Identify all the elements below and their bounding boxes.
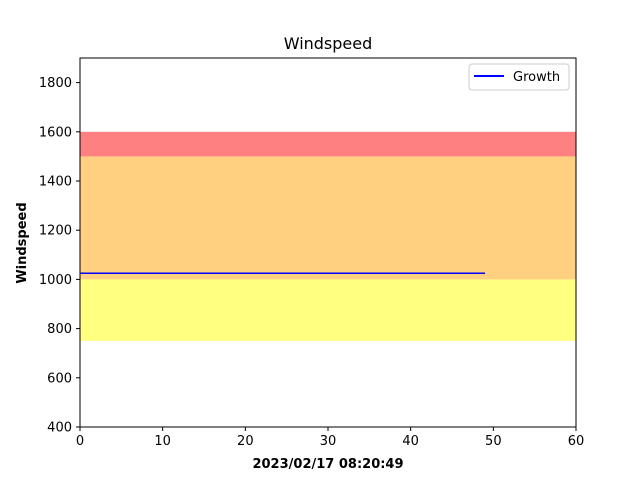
band-1 [80, 156, 576, 280]
y-tick-label: 800 [47, 322, 72, 337]
y-tick-label: 1000 [39, 273, 72, 288]
y-axis-label: Windspeed [15, 202, 30, 283]
legend-label-growth: Growth [513, 70, 560, 85]
x-tick-label: 30 [320, 434, 337, 449]
x-tick-label: 20 [237, 434, 254, 449]
legend: Growth [468, 63, 570, 91]
chart-title: Windspeed [284, 34, 373, 53]
x-tick-label: 10 [154, 434, 171, 449]
x-axis-ticks: 0 10 20 30 40 50 60 [76, 427, 584, 449]
y-axis-ticks: 400 600 800 1000 1200 1400 1600 1800 [39, 76, 80, 436]
x-tick-label: 0 [76, 434, 84, 449]
x-tick-label: 50 [485, 434, 502, 449]
legend-box [468, 63, 570, 91]
y-tick-label: 1400 [39, 175, 72, 190]
y-tick-label: 1600 [39, 125, 72, 140]
x-axis-label: 2023/02/17 08:20:49 [252, 457, 403, 472]
band-2 [80, 131, 576, 157]
y-tick-label: 1800 [39, 76, 72, 91]
x-tick-label: 40 [402, 434, 419, 449]
y-tick-label: 400 [47, 421, 72, 436]
bands-layer [80, 131, 576, 341]
y-tick-label: 1200 [39, 224, 72, 239]
band-0 [80, 279, 576, 341]
x-tick-label: 60 [568, 434, 585, 449]
y-tick-label: 600 [47, 371, 72, 386]
